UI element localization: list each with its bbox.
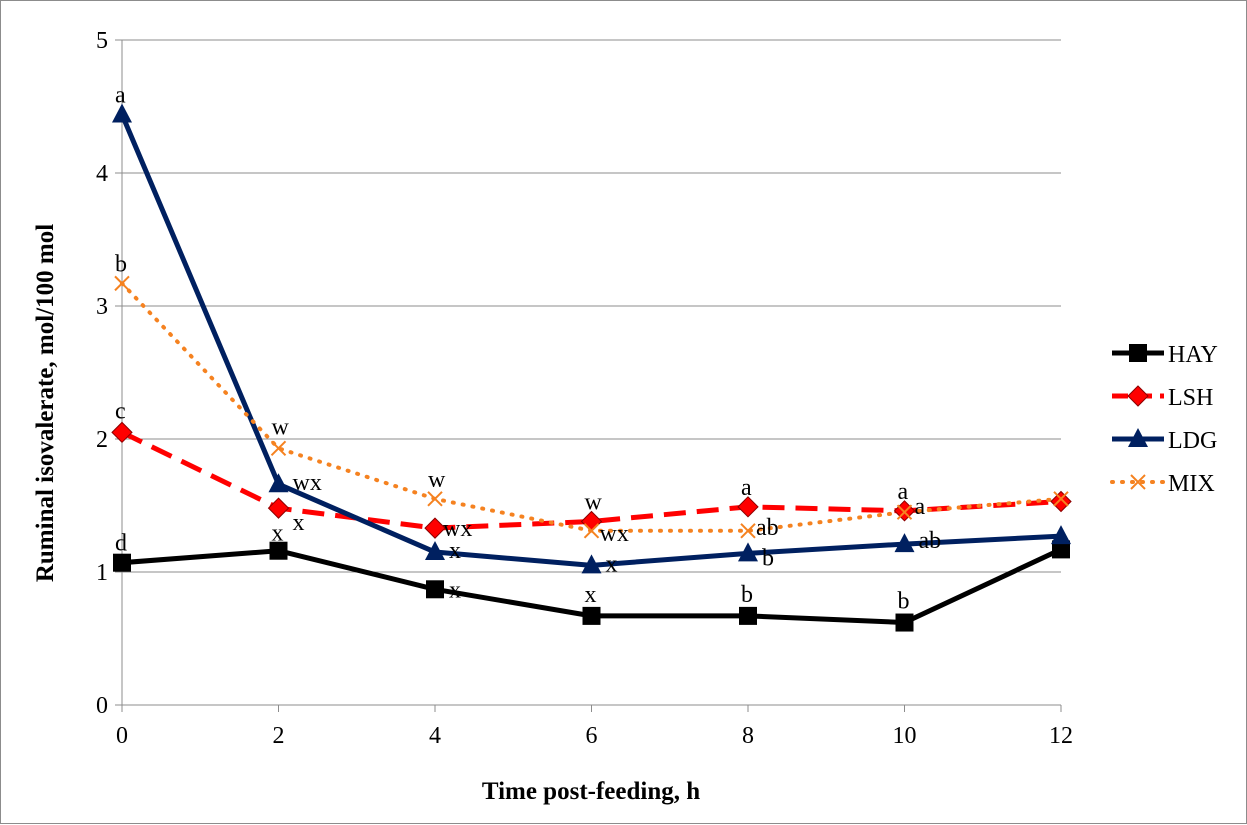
axes [115, 39, 1062, 712]
legend: HAY LSH LDG MIX [1110, 342, 1218, 497]
annotation-hay-6: x [585, 582, 597, 608]
point-lsh-8 [737, 496, 759, 518]
point-hay-8 [739, 606, 757, 625]
point-ldg-8 [738, 542, 758, 562]
y-axis-title: Ruminal isovalerate, mol/100 mol [32, 224, 59, 582]
x-tick-label-0: 0 [116, 723, 128, 749]
annotation-ldg-8: b [762, 545, 774, 571]
y-tick-label-4: 4 [96, 161, 108, 187]
point-hay-0 [113, 553, 131, 572]
annotation-ldg-10: ab [919, 528, 942, 554]
annotation-hay-10: b [898, 589, 910, 615]
legend-marker-lsh [1127, 385, 1149, 407]
annotation-ldg-4: x [449, 538, 461, 564]
annotation-hay-4: x [449, 577, 461, 603]
annotation-mix-2: w [272, 414, 290, 440]
y-tick-label-0: 0 [96, 693, 108, 719]
annotation-lsh-8: a [741, 475, 752, 501]
annotation-hay-2: x [272, 521, 284, 547]
point-ldg-10 [894, 533, 915, 553]
point-hay-4 [426, 580, 444, 599]
legend-marker-ldg [1128, 428, 1148, 447]
y-tick-label-5: 5 [96, 28, 108, 54]
point-hay-12 [1052, 540, 1070, 559]
point-lsh-12 [1050, 490, 1072, 513]
annotation-mix-10: a [915, 494, 926, 520]
legend-label-mix: MIX [1168, 471, 1215, 497]
annotation-lsh-2: x [293, 510, 305, 536]
annotation-ldg-6: x [606, 551, 618, 577]
y-tick-label-2: 2 [96, 427, 108, 453]
point-lsh-0 [111, 421, 133, 444]
annotation-lsh-10: a [898, 479, 909, 505]
point-hay-10 [895, 613, 914, 632]
point-lsh-4 [424, 517, 446, 539]
point-ldg-4 [425, 541, 445, 561]
point-lsh-2 [267, 497, 290, 519]
annotation-ldg-0: a [115, 82, 126, 108]
point-hay-2 [269, 541, 288, 560]
annotation-hay-8: b [741, 582, 753, 608]
gridlines [122, 39, 1061, 573]
point-mix-6 [583, 523, 600, 539]
legend-label-lsh: LSH [1168, 385, 1213, 411]
point-mix-0 [114, 275, 130, 292]
y-tick-label-3: 3 [96, 294, 108, 320]
legend-marker-hay [1129, 344, 1147, 362]
point-mix-2 [270, 440, 287, 457]
y-tick-label-1: 1 [96, 560, 108, 586]
annotation-mix-8: ab [756, 515, 779, 541]
annotation-ldg-2: wx [293, 470, 322, 496]
legend-label-ldg: LDG [1168, 428, 1217, 454]
annotation-lsh-6: w [585, 489, 603, 515]
annotation-hay-0: d [115, 531, 127, 557]
annotation-mix-0: b [115, 251, 127, 277]
x-tick-label-4: 4 [429, 723, 441, 749]
point-mix-4 [427, 491, 443, 507]
point-hay-6 [582, 606, 601, 625]
point-mix-12 [1053, 491, 1069, 507]
annotation-lsh-4: wx [443, 516, 472, 542]
annotation-mix-4: w [428, 467, 446, 493]
series-markers [111, 103, 1072, 632]
point-ldg-2 [268, 473, 289, 493]
point-ldg-12 [1051, 525, 1071, 545]
x-axis-title: Time post-feeding, h [482, 778, 700, 805]
legend-label-hay: HAY [1168, 342, 1218, 368]
x-tick-label-10: 10 [893, 723, 917, 749]
annotation-mix-6: wx [600, 521, 629, 547]
x-tick-label-12: 12 [1049, 723, 1073, 749]
x-tick-label-6: 6 [586, 723, 598, 749]
point-ldg-6 [581, 554, 602, 574]
point-mix-10 [896, 504, 913, 520]
x-tick-label-8: 8 [742, 723, 754, 749]
point-mix-8 [740, 523, 756, 539]
x-tick-label-2: 2 [273, 723, 285, 749]
point-ldg-0 [112, 103, 132, 123]
legend-marker-mix [1130, 474, 1146, 490]
annotation-lsh-0: c [115, 398, 126, 424]
